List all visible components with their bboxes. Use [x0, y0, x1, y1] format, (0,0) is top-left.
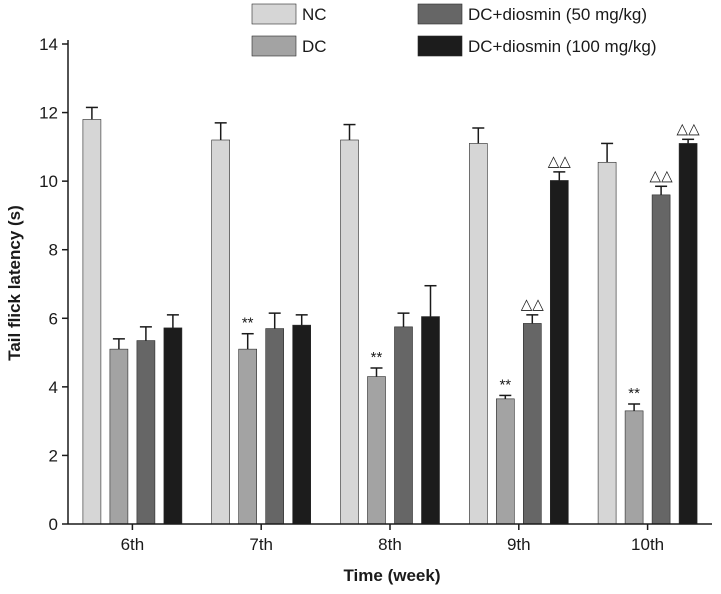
bar — [468, 143, 488, 525]
legend-swatch — [251, 3, 297, 25]
y-tick-label: 0 — [49, 515, 58, 534]
x-axis-title: Time (week) — [343, 566, 440, 585]
bar — [421, 316, 440, 525]
bar — [211, 139, 230, 525]
bar — [136, 340, 156, 525]
chart-legend: NC DC DC+diosmin (50 mg/kg) DC+diosmin (100… — [251, 3, 657, 57]
bar — [340, 139, 359, 525]
significance-marker: ** — [628, 385, 640, 402]
significance-marker: △△ — [521, 296, 545, 313]
bar — [163, 327, 183, 525]
bar — [238, 348, 257, 525]
legend-label: NC — [302, 5, 327, 24]
x-tick-label: 9th — [507, 535, 531, 554]
bar — [367, 376, 386, 525]
significance-marker: △△ — [650, 167, 674, 184]
y-tick-label: 2 — [49, 446, 58, 465]
bar — [292, 324, 312, 525]
bar — [549, 180, 569, 525]
x-tick-label: 7th — [249, 535, 273, 554]
legend-swatch — [417, 35, 463, 57]
legend-swatch — [251, 35, 297, 57]
bar — [651, 194, 671, 525]
significance-marker: ** — [371, 349, 383, 366]
chart-axes: 0 2 4 6 8 10 12 14 6th 7th 8th 9th 10th — [39, 35, 712, 554]
bar — [597, 161, 617, 525]
bar — [265, 328, 285, 525]
significance-marker: △△ — [548, 153, 572, 170]
bar — [109, 348, 129, 525]
y-tick-label: 6 — [49, 309, 58, 328]
significance-marker: △△ — [677, 120, 701, 137]
y-tick-label: 10 — [39, 172, 58, 191]
x-tick-label: 6th — [121, 535, 145, 554]
bar — [678, 143, 698, 525]
y-tick-label: 14 — [39, 35, 58, 54]
y-tick-label: 12 — [39, 104, 58, 123]
significance-marker: ** — [242, 315, 254, 332]
bar — [495, 398, 515, 525]
bar — [394, 326, 413, 525]
y-tick-label: 4 — [49, 378, 58, 397]
bar-groups: ** ** ** △△ △△ ** △△ △△ — [82, 106, 701, 525]
x-tick-label: 8th — [378, 535, 402, 554]
significance-marker: ** — [499, 376, 511, 393]
bar — [82, 119, 102, 525]
legend-label: DC — [302, 37, 327, 56]
legend-label: DC+diosmin (50 mg/kg) — [468, 5, 647, 24]
legend-label: DC+diosmin (100 mg/kg) — [468, 37, 657, 56]
x-tick-label: 10th — [631, 535, 664, 554]
bar — [624, 410, 644, 525]
y-tick-label: 8 — [49, 241, 58, 260]
bar — [522, 323, 542, 525]
y-axis-title: Tail flick latency (s) — [5, 205, 24, 361]
legend-swatch — [417, 3, 463, 25]
